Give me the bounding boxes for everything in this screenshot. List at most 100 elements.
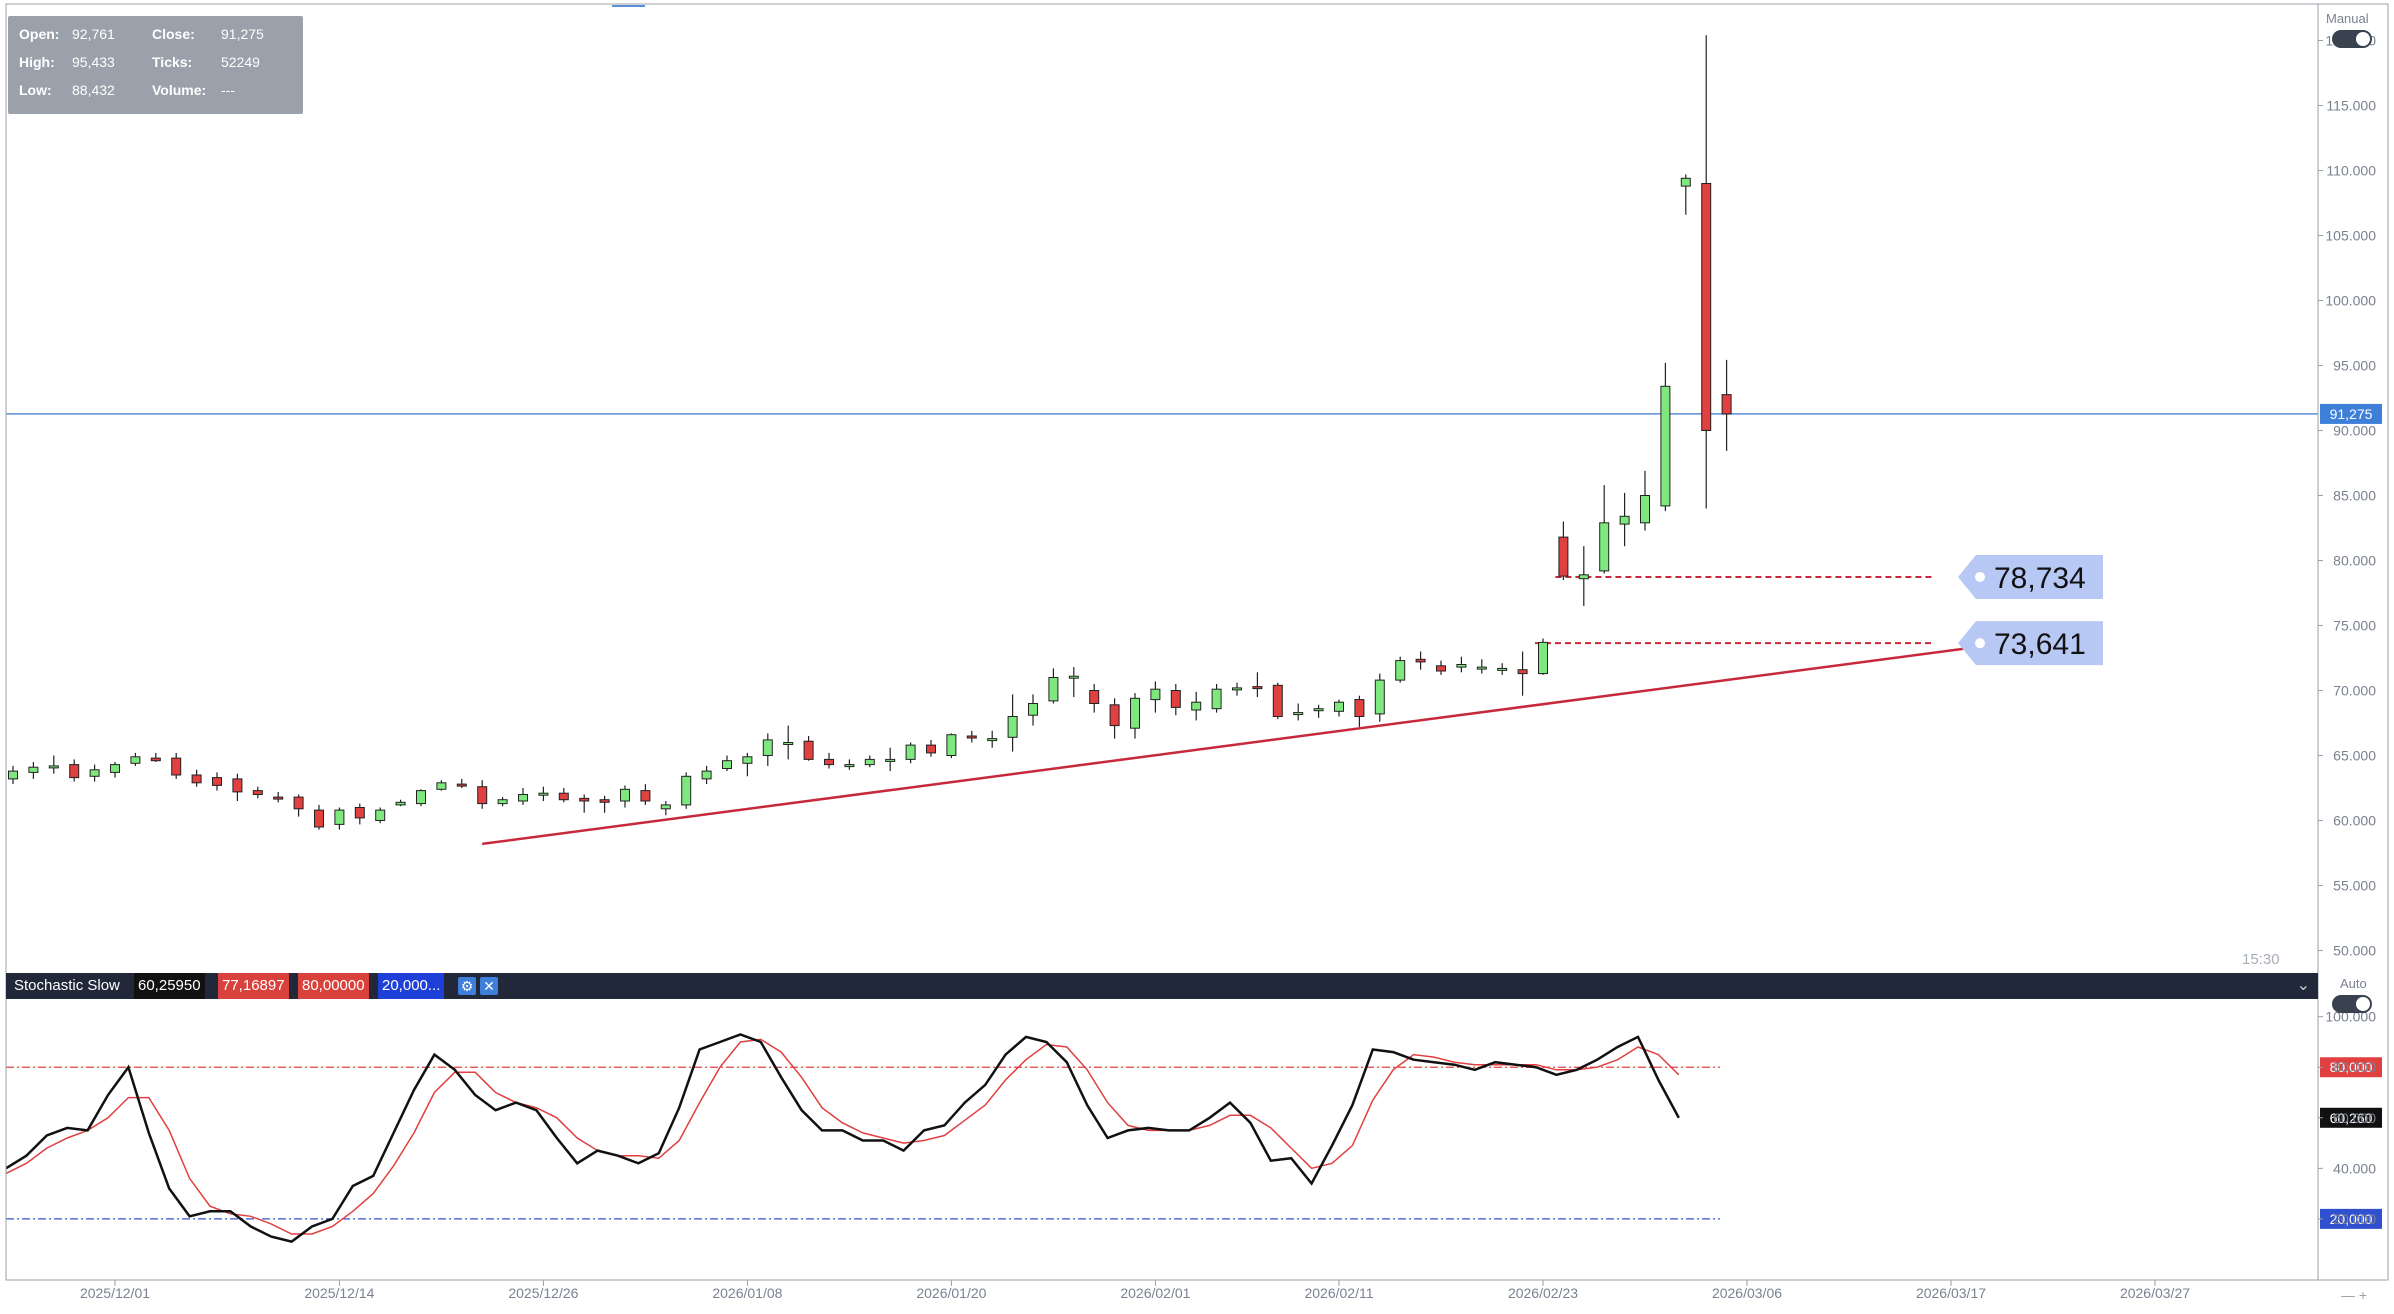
price-axis-tick-label: 70.000	[2333, 683, 2376, 699]
candle-body	[273, 796, 284, 800]
volume-label: Volume:	[152, 82, 207, 98]
price-axis-tick-label: 115.000	[2326, 98, 2376, 114]
level-callout-label: 73,641	[1994, 628, 2086, 661]
candle-body	[1374, 679, 1385, 715]
candle-body	[252, 790, 263, 795]
candle-body	[762, 739, 773, 757]
candle-body	[1558, 536, 1569, 577]
lower-level-marker	[2320, 1208, 2382, 1229]
candlesticks	[8, 35, 1732, 830]
candle-body	[8, 770, 18, 780]
time-label: 15:30	[2242, 951, 2280, 968]
candle-body	[1211, 688, 1222, 710]
low-label: Low:	[19, 82, 52, 98]
level-callout[interactable]	[1958, 621, 2103, 666]
price-axis-tick-label: 110.000	[2326, 163, 2376, 179]
candle-body	[742, 756, 753, 764]
candle-body	[1089, 690, 1100, 704]
candle-body	[110, 764, 120, 773]
close-icon[interactable]: ✕	[480, 977, 498, 995]
gear-icon[interactable]: ⚙	[458, 977, 476, 995]
candle-body	[354, 807, 365, 819]
time-axis-tick-label: 2025/12/26	[508, 1285, 578, 1301]
candle-body	[905, 744, 916, 760]
candle-body	[1395, 660, 1406, 681]
k-current-label: 60,260	[2330, 1110, 2373, 1126]
stoch-d-line	[5, 1038, 1680, 1235]
price-axis-tick-label: 80.000	[2333, 553, 2376, 569]
candle-body	[1701, 183, 1712, 431]
candle-body	[69, 764, 80, 779]
candle-body	[1170, 690, 1181, 708]
candle-body	[803, 740, 814, 760]
candle-body	[1334, 701, 1344, 712]
candle-body	[1232, 687, 1242, 691]
indicator-name: Stochastic Slow	[14, 977, 120, 994]
candle-body	[558, 792, 569, 801]
candle-body	[1028, 703, 1038, 716]
candle-body	[1130, 697, 1140, 729]
close-value: 91,275	[221, 26, 264, 42]
time-axis-tick-label: 2026/03/17	[1916, 1285, 1986, 1301]
level-callout[interactable]	[1958, 554, 2103, 599]
close-label: Close:	[152, 26, 195, 42]
candle-body	[1538, 641, 1548, 675]
candle-body	[1517, 669, 1528, 675]
current-price-marker	[2320, 403, 2382, 424]
candle-body	[1599, 522, 1610, 572]
candle-body	[28, 766, 39, 773]
candle-body	[722, 760, 732, 770]
candle-body	[864, 758, 875, 766]
indicator-scale-mode-toggle[interactable]	[2332, 995, 2372, 1013]
price-axis-tick-label: 105.000	[2325, 228, 2376, 244]
indicator-axis-tick-label: 40.000	[2333, 1160, 2376, 1176]
time-axis-tick-label: 2025/12/14	[304, 1285, 374, 1301]
indicator-header: Stochastic Slow 60,25950 77,16897 80,000…	[6, 973, 2318, 999]
time-axis-tick-label: 2026/03/06	[1712, 1285, 1782, 1301]
candle-body	[416, 790, 426, 805]
time-axis-tick-label: 2026/02/23	[1508, 1285, 1578, 1301]
candle-body	[314, 809, 324, 828]
candle-body	[885, 758, 896, 762]
chevron-down-icon[interactable]: ⌄	[2296, 977, 2310, 994]
level-callout-dot	[1975, 638, 1985, 649]
level-lines[interactable]: 78,734 73,641	[1535, 554, 2103, 666]
trendline-layer[interactable]	[482, 641, 2013, 846]
candle-body	[150, 757, 161, 762]
frame	[5, 3, 2389, 1281]
candle-body	[1068, 675, 1079, 679]
upper-level-label: 80,000	[2330, 1059, 2373, 1075]
price-axis-tick-label: 65.000	[2333, 748, 2376, 764]
low-value: 88,432	[72, 82, 115, 98]
candle-body	[701, 770, 712, 780]
candle-body	[1272, 684, 1283, 717]
price-axis-tick-label: 50.000	[2333, 943, 2376, 959]
candle-body	[477, 786, 488, 805]
candle-body	[1313, 708, 1324, 712]
volume-value: ---	[221, 82, 235, 98]
candle-body	[579, 797, 590, 802]
price-scale-mode-label: Manual	[2326, 11, 2369, 26]
high-value: 95,433	[72, 54, 115, 70]
level-callout-label: 78,734	[1994, 562, 2086, 595]
candle-body	[1354, 699, 1365, 717]
upper-level-marker	[2320, 1057, 2382, 1078]
candle-body	[966, 735, 977, 739]
candle-body	[1578, 574, 1589, 580]
current-price-label: 91,275	[2330, 406, 2373, 422]
time-axis-tick-label: 2026/02/11	[1304, 1285, 1373, 1301]
candle-body	[1293, 712, 1304, 716]
candle-body	[1191, 701, 1202, 711]
price-scale-mode-toggle[interactable]	[2332, 30, 2372, 48]
upper-level-chip: 80,00000	[298, 973, 369, 999]
k-value-chip: 60,25950	[134, 973, 205, 999]
ticks-label: Ticks:	[152, 54, 193, 70]
toggle-knob	[2356, 997, 2370, 1011]
time-axis-tick-label: 2026/02/01	[1120, 1285, 1190, 1301]
candle-body	[212, 777, 222, 786]
candle-body	[395, 801, 406, 806]
trendline[interactable]	[482, 641, 2013, 846]
price-axis-tick-label: 90.000	[2333, 423, 2376, 439]
open-value: 92,761	[72, 26, 115, 42]
candle-body	[1007, 716, 1018, 738]
